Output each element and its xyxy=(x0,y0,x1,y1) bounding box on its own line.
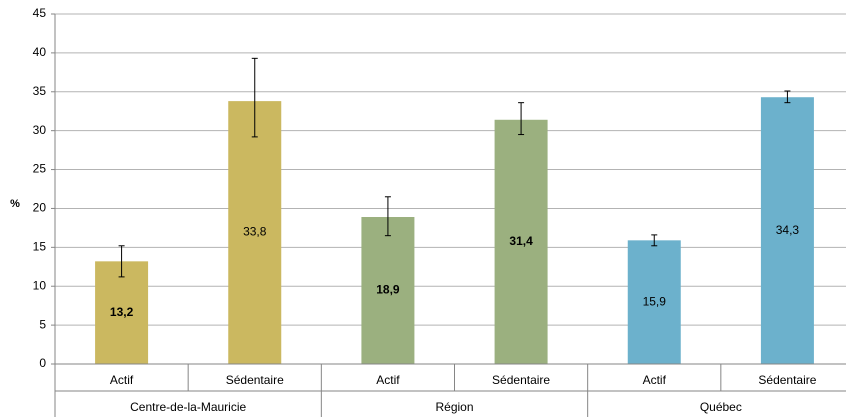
data-label: 33,8 xyxy=(243,225,267,239)
data-label: 18,9 xyxy=(376,283,400,297)
y-tick-label: 30 xyxy=(33,123,47,137)
y-tick-label: 20 xyxy=(33,201,47,215)
y-tick-label: 5 xyxy=(39,317,46,331)
bar xyxy=(228,101,282,364)
bar xyxy=(361,217,415,364)
error-bars xyxy=(118,57,791,278)
data-labels: 13,2 33,8 18,9 31,4 15,9 34,3 xyxy=(110,223,800,319)
bar xyxy=(95,261,149,364)
x-category-label: Sédentaire xyxy=(492,373,550,387)
y-tick-label: 45 xyxy=(33,6,47,20)
bar xyxy=(760,97,814,364)
x-group-label: Région xyxy=(435,400,473,414)
bars xyxy=(95,97,814,365)
y-tick-label: 10 xyxy=(33,278,47,292)
y-tick-label: 0 xyxy=(39,356,46,370)
y-axis-label: % xyxy=(10,198,20,210)
data-label: 31,4 xyxy=(509,234,533,248)
data-label: 34,3 xyxy=(776,223,800,237)
x-category-label: Sédentaire xyxy=(226,373,284,387)
y-tick-label: 35 xyxy=(33,84,47,98)
y-tick-label: 25 xyxy=(33,162,47,176)
x-category-label: Actif xyxy=(376,373,400,387)
y-axis: 0 5 10 15 20 25 30 35 40 45 xyxy=(33,6,56,370)
x-category-label: Sédentaire xyxy=(758,373,816,387)
x-group-label: Centre-de-la-Mauricie xyxy=(130,400,246,414)
bar xyxy=(627,240,681,364)
data-label: 15,9 xyxy=(643,294,667,308)
x-group-label: Québec xyxy=(700,400,742,414)
x-category-label: Actif xyxy=(110,373,134,387)
x-axis: Actif Sédentaire Centre-de-la-Mauricie Acti… xyxy=(54,363,846,417)
y-tick-label: 15 xyxy=(33,240,47,254)
bar xyxy=(494,119,548,365)
x-category-label: Actif xyxy=(643,373,667,387)
y-tick-label: 40 xyxy=(33,45,47,59)
gridlines xyxy=(55,13,846,365)
data-label: 13,2 xyxy=(110,305,134,319)
